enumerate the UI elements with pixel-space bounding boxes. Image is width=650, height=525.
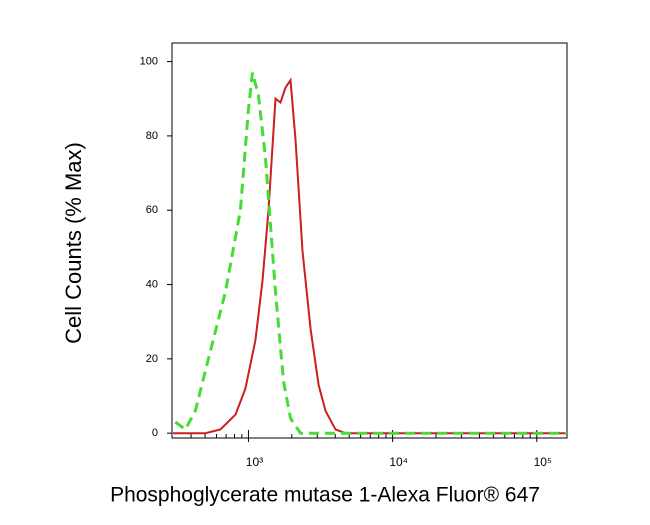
- plot-frame: [171, 42, 568, 439]
- y-tick-label: 100: [140, 55, 158, 67]
- y-axis-label: Cell Counts (% Max): [61, 142, 86, 344]
- x-tick-label: 10⁵: [534, 455, 552, 469]
- y-tick-label: 60: [146, 204, 158, 216]
- y-tick-label: 0: [152, 427, 158, 439]
- series-line: [174, 72, 567, 435]
- x-axis-label: Phosphoglycerate mutase 1-Alexa Fluor® 6…: [110, 484, 540, 507]
- y-tick-label: 40: [146, 278, 158, 290]
- y-tick-label: 20: [146, 353, 158, 365]
- series-line: [173, 77, 567, 435]
- x-tick-label: 10³: [246, 455, 263, 469]
- x-tick-label: 10⁴: [389, 455, 408, 469]
- y-tick-label: 80: [146, 130, 158, 142]
